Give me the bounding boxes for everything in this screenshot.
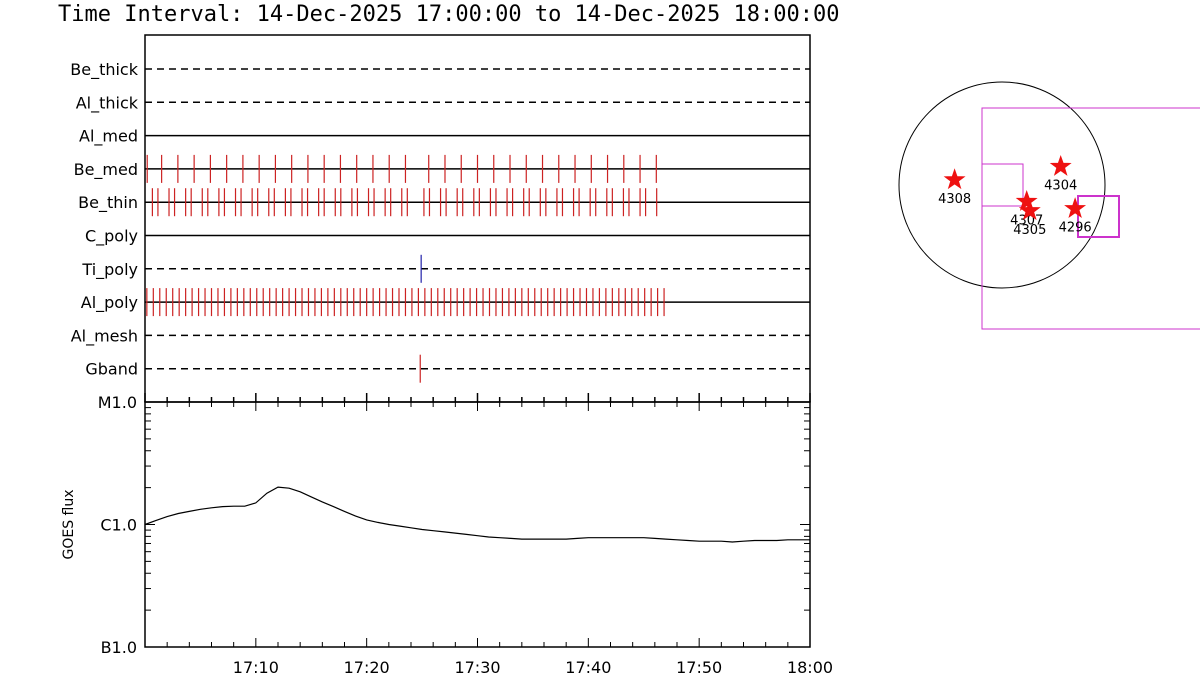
x-tick-label: 17:20 <box>344 658 390 677</box>
active-region-marker <box>1064 197 1087 219</box>
active-region-label: 4308 <box>938 192 971 207</box>
active-region-marker <box>1018 199 1041 221</box>
goes-frame <box>144 401 811 648</box>
channel-label-gband: Gband <box>85 360 138 379</box>
channel-label-ti_poly: Ti_poly <box>81 260 138 280</box>
x-tick-label: 17:30 <box>454 658 500 677</box>
active-region-label: 4304 <box>1044 178 1077 193</box>
channel-label-al_mesh: Al_mesh <box>71 326 138 346</box>
x-tick-label: 17:40 <box>565 658 611 677</box>
fov-box-large <box>981 107 1200 330</box>
fov-box-target <box>1077 195 1120 238</box>
y-tick-label: C1.0 <box>100 516 137 535</box>
active-region-marker <box>1015 189 1038 211</box>
y-axis-label: GOES flux <box>61 489 77 559</box>
channel-label-be_thick: Be_thick <box>70 60 138 80</box>
fov-box-small <box>981 163 1024 207</box>
goes-flux-line <box>144 486 810 543</box>
channel-label-be_thin: Be_thin <box>78 193 138 213</box>
y-tick-label: M1.0 <box>98 393 137 412</box>
active-region-label: 4305 <box>1013 223 1046 238</box>
x-tick-label: 17:50 <box>676 658 722 677</box>
channel-label-c_poly: C_poly <box>85 227 138 247</box>
channel-label-be_med: Be_med <box>74 160 138 180</box>
active-region-label: 4296 <box>1059 221 1092 236</box>
y-tick-label: B1.0 <box>101 638 137 657</box>
active-region-marker <box>1049 154 1072 176</box>
x-tick-label: 18:00 <box>787 658 833 677</box>
timeline-frame <box>144 34 811 403</box>
x-tick-label: 17:10 <box>233 658 279 677</box>
active-region-marker <box>943 168 966 190</box>
channel-label-al_med: Al_med <box>79 127 138 147</box>
solar-limb <box>898 81 1106 289</box>
chart-title: Time Interval: 14-Dec-2025 17:00:00 to 1… <box>58 2 840 27</box>
channel-label-al_thick: Al_thick <box>76 93 139 113</box>
channel-label-al_poly: Al_poly <box>81 293 138 313</box>
